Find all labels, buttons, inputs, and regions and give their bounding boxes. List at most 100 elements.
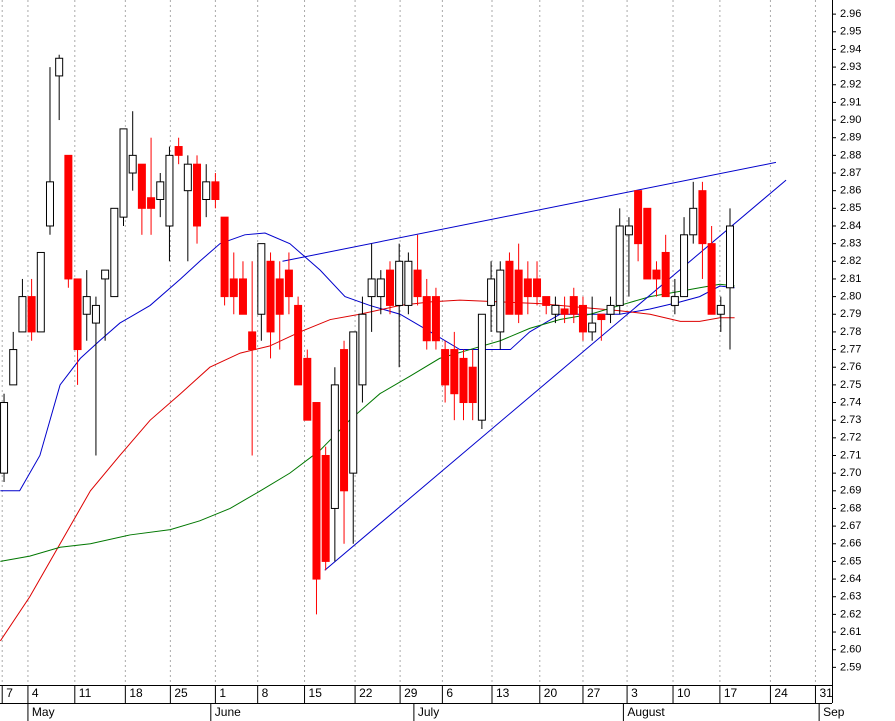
candle-body bbox=[183, 163, 192, 192]
candle-body bbox=[569, 296, 578, 315]
candle-body bbox=[533, 278, 542, 298]
candle-body bbox=[340, 349, 349, 492]
candle-body bbox=[229, 278, 238, 298]
y-tick-label: 2.82 bbox=[840, 255, 861, 267]
candle-body bbox=[477, 313, 486, 421]
candle-body bbox=[487, 278, 496, 306]
candle-body bbox=[0, 402, 9, 474]
y-tick-label: 2.93 bbox=[840, 61, 861, 73]
y-tick-label: 2.80 bbox=[840, 291, 861, 303]
x-tick-label: 3 bbox=[631, 686, 638, 700]
y-tick-label: 2.73 bbox=[840, 414, 861, 426]
candle-body bbox=[321, 454, 330, 562]
candle-body bbox=[248, 331, 257, 351]
candle-body bbox=[450, 349, 459, 395]
candle-body bbox=[312, 402, 321, 580]
x-tick-label: 31 bbox=[819, 686, 833, 700]
trend-line bbox=[282, 161, 777, 262]
y-tick-label: 2.90 bbox=[840, 114, 861, 126]
x-tick-label: 22 bbox=[359, 686, 373, 700]
x-tick-label: 27 bbox=[587, 686, 601, 700]
candle-body bbox=[64, 154, 73, 280]
y-tick-label: 2.66 bbox=[840, 538, 861, 550]
candle-body bbox=[468, 366, 477, 404]
candle-body bbox=[174, 146, 183, 156]
candle-body bbox=[459, 357, 468, 404]
y-tick-label: 2.77 bbox=[840, 343, 861, 355]
x-tick-label: 24 bbox=[774, 686, 788, 700]
x-tick-label: 17 bbox=[724, 686, 738, 700]
x-tick-label: 4 bbox=[32, 686, 39, 700]
candle-body bbox=[496, 269, 505, 333]
y-tick-label: 2.88 bbox=[840, 149, 861, 161]
y-tick-label: 2.76 bbox=[840, 361, 861, 373]
y-tick-label: 2.95 bbox=[840, 26, 861, 38]
month-label: August bbox=[627, 705, 665, 719]
candle-body bbox=[73, 278, 82, 351]
candle-body bbox=[330, 384, 339, 509]
candle-body bbox=[55, 57, 64, 77]
y-tick-label: 2.71 bbox=[840, 449, 861, 461]
month-label: June bbox=[215, 705, 241, 719]
x-tick-label: 13 bbox=[496, 686, 510, 700]
x-tick-label: 1 bbox=[219, 686, 226, 700]
candle-body bbox=[376, 278, 385, 298]
y-tick-label: 2.59 bbox=[840, 661, 861, 673]
moving-average bbox=[0, 283, 735, 562]
candle-body bbox=[588, 322, 597, 333]
candle-body bbox=[45, 181, 54, 227]
candle-body bbox=[27, 296, 36, 333]
candle-body bbox=[404, 260, 413, 306]
x-tick-label: 25 bbox=[174, 686, 188, 700]
candle-body bbox=[395, 260, 404, 306]
candle-body bbox=[137, 163, 146, 209]
month-label: July bbox=[418, 705, 439, 719]
x-tick-label: 20 bbox=[544, 686, 558, 700]
candle-body bbox=[193, 163, 202, 227]
y-tick-label: 2.60 bbox=[840, 644, 861, 656]
candle-body bbox=[725, 225, 734, 289]
candle-body bbox=[431, 296, 440, 342]
candle-body bbox=[294, 304, 303, 386]
x-tick-label: 6 bbox=[446, 686, 453, 700]
candle-body bbox=[643, 207, 652, 280]
candle-body bbox=[606, 304, 615, 315]
candle-body bbox=[624, 225, 633, 236]
candle-body bbox=[349, 331, 358, 474]
y-tick-label: 2.83 bbox=[840, 238, 861, 250]
candle-body bbox=[689, 207, 698, 236]
candle-body bbox=[91, 304, 100, 324]
candle-body bbox=[275, 278, 284, 315]
candle-body bbox=[597, 313, 606, 321]
y-tick-label: 2.63 bbox=[840, 591, 861, 603]
y-tick-label: 2.65 bbox=[840, 555, 861, 567]
candle-body bbox=[560, 308, 569, 315]
candle-body bbox=[615, 225, 624, 306]
candle-body bbox=[211, 181, 220, 200]
candle-body bbox=[385, 269, 394, 306]
candle-body bbox=[147, 197, 156, 209]
y-tick-label: 2.70 bbox=[840, 467, 861, 479]
y-tick-label: 2.78 bbox=[840, 326, 861, 338]
candle-body bbox=[36, 251, 45, 333]
month-label: Sep bbox=[823, 705, 845, 719]
candle-body bbox=[284, 269, 293, 298]
y-tick-label: 2.87 bbox=[840, 167, 861, 179]
candle-body bbox=[110, 207, 119, 298]
candle-body bbox=[441, 349, 450, 386]
x-tick-label: 29 bbox=[404, 686, 418, 700]
candle-body bbox=[220, 216, 229, 298]
y-tick-label: 2.92 bbox=[840, 79, 861, 91]
candle-body bbox=[101, 269, 110, 280]
candle-body bbox=[505, 260, 514, 315]
candle-body bbox=[680, 234, 689, 298]
y-tick-label: 2.69 bbox=[840, 485, 861, 497]
y-tick-label: 2.84 bbox=[840, 220, 861, 232]
y-tick-label: 2.72 bbox=[840, 432, 861, 444]
candle-body bbox=[514, 269, 523, 315]
y-tick-label: 2.81 bbox=[840, 273, 861, 285]
y-tick-label: 2.64 bbox=[840, 573, 861, 585]
x-tick-label: 11 bbox=[79, 686, 92, 700]
candle-body bbox=[238, 278, 247, 315]
candle-body bbox=[119, 128, 128, 218]
